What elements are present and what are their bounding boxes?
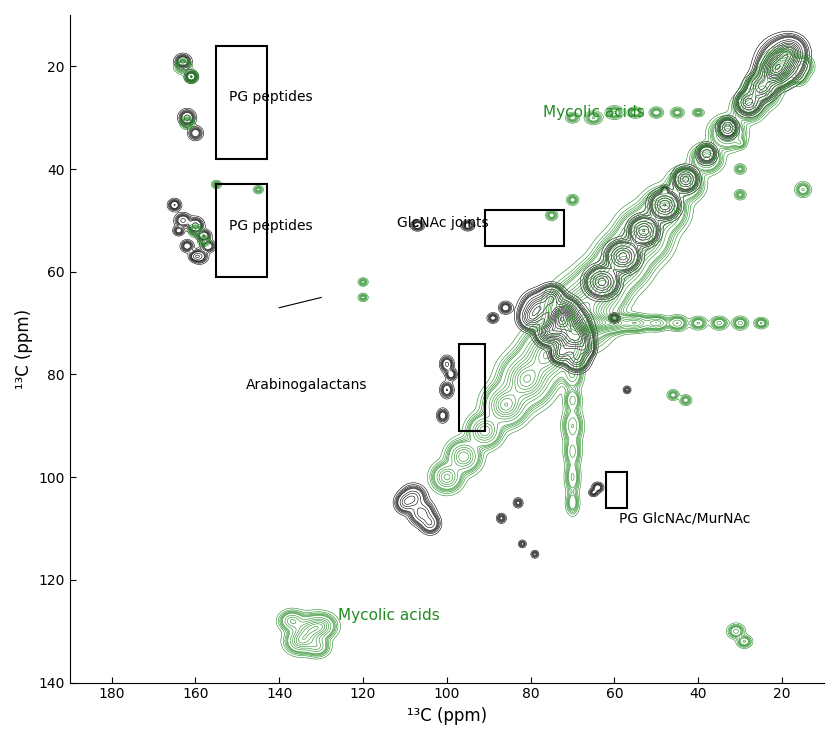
Text: PG peptides: PG peptides — [229, 218, 313, 232]
Text: Mycolic acids: Mycolic acids — [544, 105, 645, 120]
Text: Mycolic acids: Mycolic acids — [338, 608, 440, 623]
Bar — [485, 210, 564, 246]
Text: Arabinogalactans: Arabinogalactans — [246, 377, 367, 391]
Bar — [606, 472, 627, 508]
X-axis label: ¹³C (ppm): ¹³C (ppm) — [407, 707, 487, 725]
Text: PG GlcNAc/MurNAc: PG GlcNAc/MurNAc — [618, 511, 750, 525]
Y-axis label: ¹³C (ppm): ¹³C (ppm) — [15, 309, 33, 388]
Text: PG peptides: PG peptides — [229, 90, 313, 104]
Bar — [216, 46, 267, 159]
Bar — [460, 343, 485, 431]
Bar — [216, 184, 267, 277]
Text: GlcNAc joints: GlcNAc joints — [397, 216, 488, 230]
